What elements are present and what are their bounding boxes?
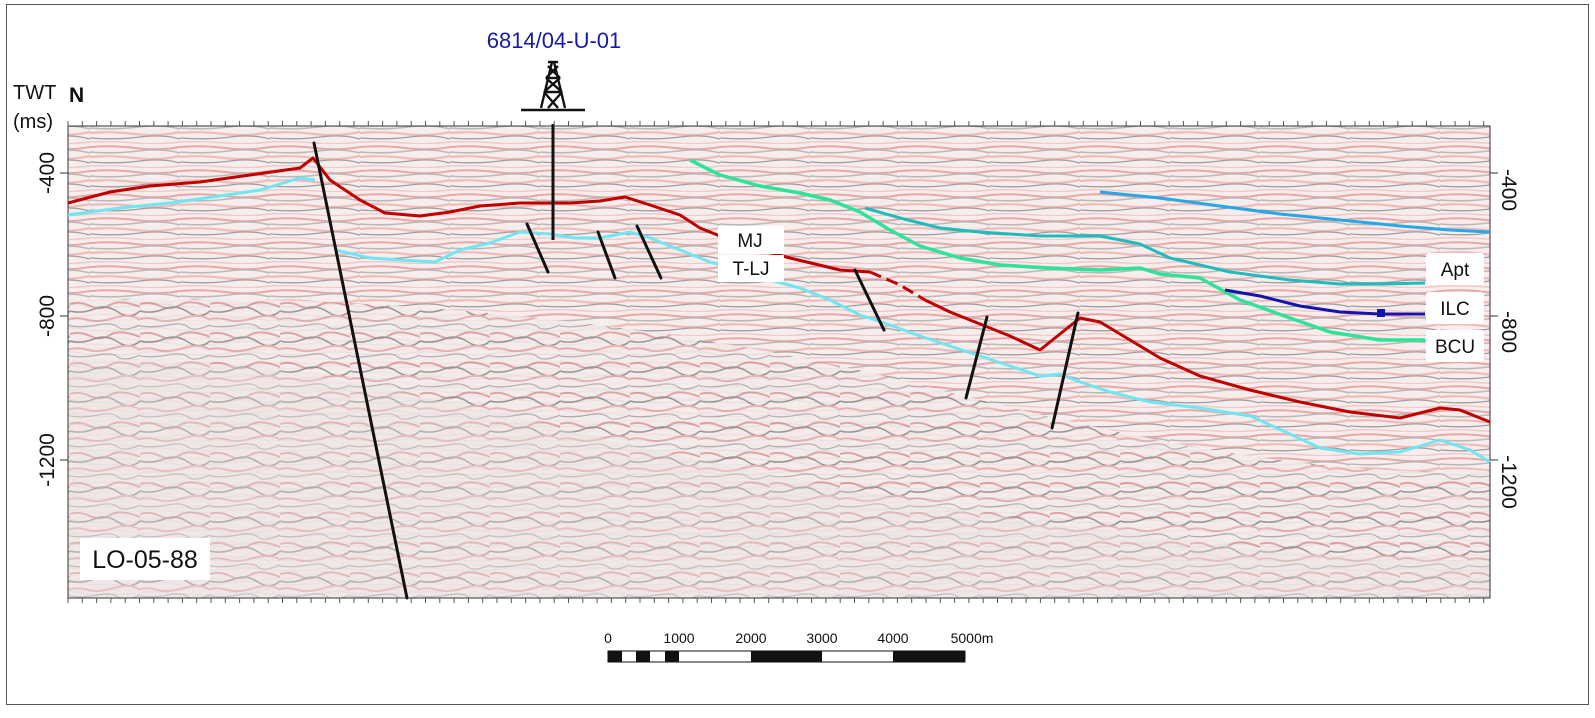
line-name-box: LO-05-88 [80,538,210,580]
scale-bar: 0 1000 2000 3000 4000 5000m [604,630,994,663]
horizon-label-apt: Apt [1426,253,1484,285]
right-tick-1200: -1200 [1497,455,1520,509]
scale-label-0: 0 [604,630,612,646]
scale-label-4000: 4000 [877,630,908,646]
north-label: N [69,84,84,107]
horizon-label-apt-text: Apt [1441,260,1470,281]
axis-right: -400 -800 -1200 [1490,169,1520,509]
horizon-label-ilc-text: ILC [1440,299,1470,320]
horizon-label-bcu-text: BCU [1435,337,1475,358]
line-name-text: LO-05-88 [92,546,198,574]
horizon-label-tlj-text: T-LJ [733,259,770,280]
left-tick-800: -800 [36,295,59,337]
scale-label-3000: 3000 [806,630,837,646]
top-ticks [67,121,1485,126]
well-label: 6814/04-U-01 [487,28,622,53]
right-tick-800: -800 [1497,311,1520,353]
left-tick-400: -400 [36,152,59,194]
horizon-teal [864,206,1426,286]
horizon-label-ilc: ILC [1426,292,1484,324]
horizon-navy [1224,288,1425,317]
left-tick-1200: -1200 [36,433,59,487]
horizon-label-bcu: BCU [1426,330,1484,362]
seismic-panel [67,125,1491,599]
axis-title-ms: (ms) [13,111,53,133]
right-tick-400: -400 [1497,169,1520,211]
axis-title-twt: TWT [13,82,56,104]
bottom-ticks [67,598,1485,603]
faults [312,141,1080,600]
scale-label-5000: 5000m [951,630,994,646]
axis-left: TWT (ms) N -400 -800 -1200 [13,82,84,487]
horizon-blue [1099,190,1491,234]
horizon-label-tlj: T-LJ [718,255,784,282]
well-marker: 6814/04-U-01 [487,28,622,240]
horizon-label-mj: MJ [718,226,784,254]
scale-label-2000: 2000 [735,630,766,646]
horizon-cyan [67,176,1491,464]
scale-label-1000: 1000 [663,630,694,646]
horizon-green [689,158,1425,342]
horizon-label-mj-text: MJ [737,231,762,252]
